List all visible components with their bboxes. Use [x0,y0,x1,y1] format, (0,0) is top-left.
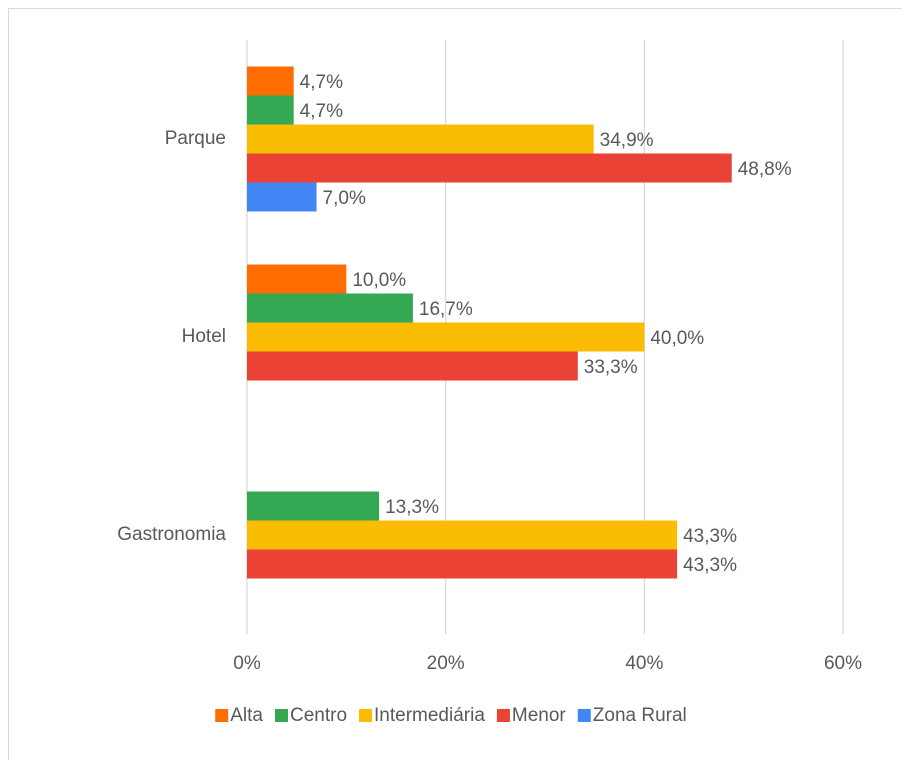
x-tick-label: 20% [427,653,465,674]
y-tick-label: Parque [165,128,226,149]
legend-label: Alta [230,705,263,726]
bar [247,491,380,521]
legend-label: Menor [512,705,567,726]
bar [247,351,578,381]
y-tick-label: Hotel [182,326,226,347]
legend-swatch [215,709,229,722]
bar [247,153,732,183]
legend-swatch [496,709,510,722]
bar [247,322,645,352]
legend-swatch [274,709,288,722]
value-label: 10,0% [352,270,406,291]
value-label: 43,3% [683,526,737,547]
x-tick-label: 0% [233,653,261,674]
bar [247,264,347,294]
value-label: 34,9% [600,130,654,151]
bar [247,182,317,212]
x-tick-label: 60% [824,653,862,674]
value-label: 43,3% [683,555,737,576]
legend-swatch [359,709,373,722]
bar [247,293,413,323]
value-label: 40,0% [650,328,704,349]
value-label: 7,0% [323,188,366,209]
value-label: 33,3% [584,357,638,378]
chart-border [8,8,902,760]
bar [247,124,594,154]
bar [247,520,678,550]
bar [247,95,294,125]
value-label: 13,3% [385,497,439,518]
legend-label: Centro [290,705,347,726]
legend-label: Zona Rural [593,705,687,726]
value-label: 48,8% [738,159,792,180]
x-tick-label: 40% [625,653,663,674]
legend-swatch [577,709,591,722]
value-label: 16,7% [419,299,473,320]
value-label: 4,7% [300,72,343,93]
legend-label: Intermediária [374,705,485,726]
value-label: 4,7% [300,101,343,122]
y-tick-label: Gastronomia [117,524,226,545]
bar [247,66,294,96]
bar [247,549,678,579]
